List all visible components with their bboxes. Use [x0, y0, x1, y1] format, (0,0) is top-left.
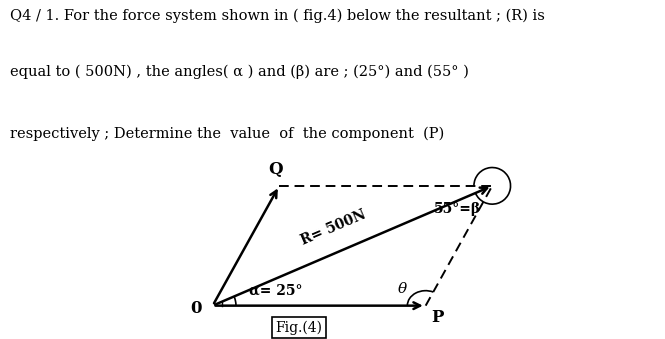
- Text: Q4 / 1. For the force system shown in ( fig.4) below the resultant ; (R) is: Q4 / 1. For the force system shown in ( …: [10, 8, 545, 22]
- Text: P: P: [432, 309, 444, 326]
- Text: respectively ; Determine the  value  of  the component  (P): respectively ; Determine the value of th…: [10, 127, 444, 141]
- Text: R= 500N: R= 500N: [299, 207, 368, 247]
- Text: Fig.(4): Fig.(4): [276, 320, 323, 335]
- Text: α= 25°: α= 25°: [249, 284, 303, 298]
- Text: 0: 0: [190, 300, 201, 318]
- Text: 55°=β: 55°=β: [434, 202, 481, 216]
- Text: Q: Q: [269, 161, 283, 178]
- Text: equal to ( 500N) , the angles( α ) and (β) are ; (25°) and (55° ): equal to ( 500N) , the angles( α ) and (…: [10, 65, 469, 79]
- Text: θ: θ: [398, 282, 407, 296]
